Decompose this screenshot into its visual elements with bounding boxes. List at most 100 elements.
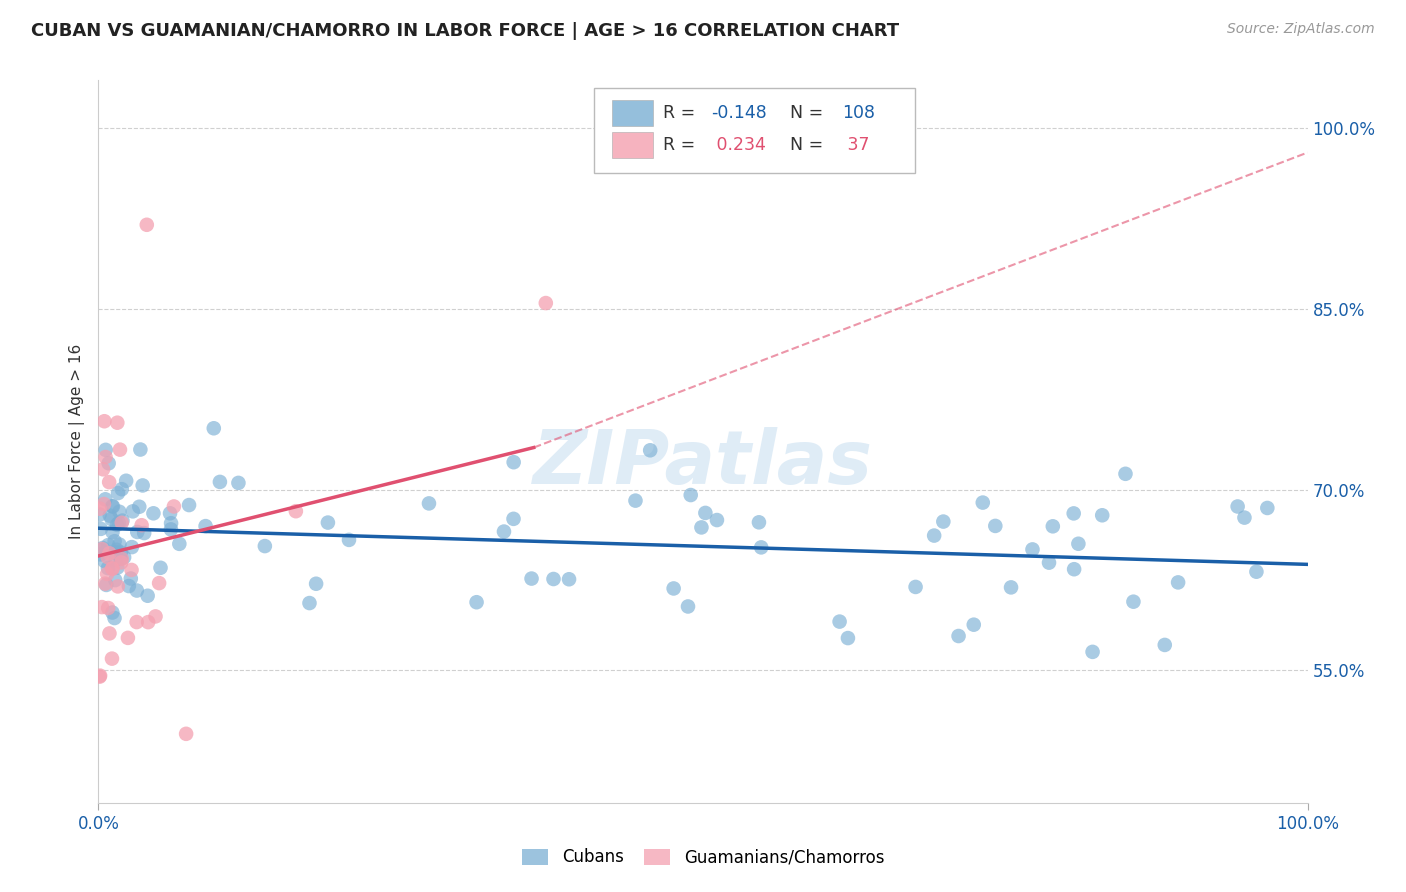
Point [100, 512, 122, 526]
Point [121, 504, 143, 518]
Point [1063, 562, 1085, 576]
Point [89, 501, 111, 516]
Point [1256, 500, 1278, 515]
Point [107, 486, 129, 500]
Point [94, 576, 117, 591]
Point [253, 539, 276, 553]
Point [98, 508, 121, 523]
Y-axis label: In Labor Force | Age > 16: In Labor Force | Age > 16 [69, 344, 86, 539]
Point [94, 492, 117, 507]
Point [101, 562, 124, 576]
Point [1021, 542, 1043, 557]
Point [337, 533, 360, 547]
Text: Source: ZipAtlas.com: Source: ZipAtlas.com [1227, 22, 1375, 37]
Point [129, 442, 152, 457]
Point [135, 218, 157, 232]
Text: ZIPatlas: ZIPatlas [533, 426, 873, 500]
Text: R =: R = [664, 103, 700, 122]
Point [160, 522, 183, 536]
Point [90, 522, 112, 536]
Point [624, 493, 647, 508]
Point [105, 546, 128, 560]
FancyBboxPatch shape [613, 100, 654, 126]
Point [111, 482, 134, 496]
Point [97, 538, 120, 552]
Point [111, 516, 134, 530]
Point [101, 561, 124, 575]
Point [93, 497, 115, 511]
Point [1038, 556, 1060, 570]
Point [105, 416, 128, 430]
Point [89, 508, 111, 522]
Point [108, 505, 131, 519]
Point [749, 541, 772, 555]
Point [98, 546, 121, 560]
Point [690, 520, 713, 534]
Point [534, 296, 557, 310]
Point [1122, 595, 1144, 609]
Point [1000, 581, 1022, 595]
Point [93, 554, 115, 568]
Point [194, 519, 217, 533]
Point [120, 572, 142, 586]
Point [202, 421, 225, 435]
Point [108, 442, 131, 457]
Legend: Cubans, Guamanians/Chamorros: Cubans, Guamanians/Chamorros [515, 842, 891, 873]
Point [105, 542, 128, 557]
Point [104, 534, 127, 549]
Point [111, 514, 134, 528]
Point [706, 513, 728, 527]
Point [502, 455, 524, 469]
Point [103, 611, 125, 625]
Point [904, 580, 927, 594]
Point [1042, 519, 1064, 533]
Point [828, 615, 851, 629]
Point [177, 498, 200, 512]
Point [1167, 575, 1189, 590]
Point [104, 552, 127, 566]
Point [284, 504, 307, 518]
Point [695, 506, 717, 520]
Point [97, 550, 120, 565]
Point [136, 589, 159, 603]
Point [94, 450, 117, 464]
Point [465, 595, 488, 609]
Text: 37: 37 [842, 136, 869, 153]
Point [91, 462, 114, 476]
Point [972, 495, 994, 509]
Point [131, 478, 153, 492]
Point [121, 563, 143, 577]
Point [1091, 508, 1114, 523]
Text: CUBAN VS GUAMANIAN/CHAMORRO IN LABOR FORCE | AGE > 16 CORRELATION CHART: CUBAN VS GUAMANIAN/CHAMORRO IN LABOR FOR… [31, 22, 898, 40]
Point [1233, 510, 1256, 524]
Point [101, 651, 124, 665]
Text: N =: N = [790, 103, 828, 122]
Point [118, 579, 141, 593]
Point [1114, 467, 1136, 481]
Point [1226, 500, 1249, 514]
Point [1246, 565, 1268, 579]
Point [110, 551, 132, 566]
Text: 0.234: 0.234 [711, 136, 766, 153]
Point [101, 606, 124, 620]
Point [298, 596, 321, 610]
Point [638, 443, 661, 458]
Point [101, 525, 124, 540]
Point [112, 550, 135, 565]
Point [502, 512, 524, 526]
Point [121, 540, 143, 554]
Point [104, 573, 127, 587]
Point [108, 516, 131, 530]
Point [94, 442, 117, 457]
Point [837, 631, 859, 645]
Point [89, 668, 111, 682]
Point [316, 516, 339, 530]
Point [98, 626, 121, 640]
Point [125, 583, 148, 598]
Point [105, 517, 128, 532]
Point [101, 500, 124, 514]
Point [89, 547, 111, 561]
Point [748, 516, 770, 530]
Point [111, 552, 134, 566]
FancyBboxPatch shape [595, 87, 915, 173]
